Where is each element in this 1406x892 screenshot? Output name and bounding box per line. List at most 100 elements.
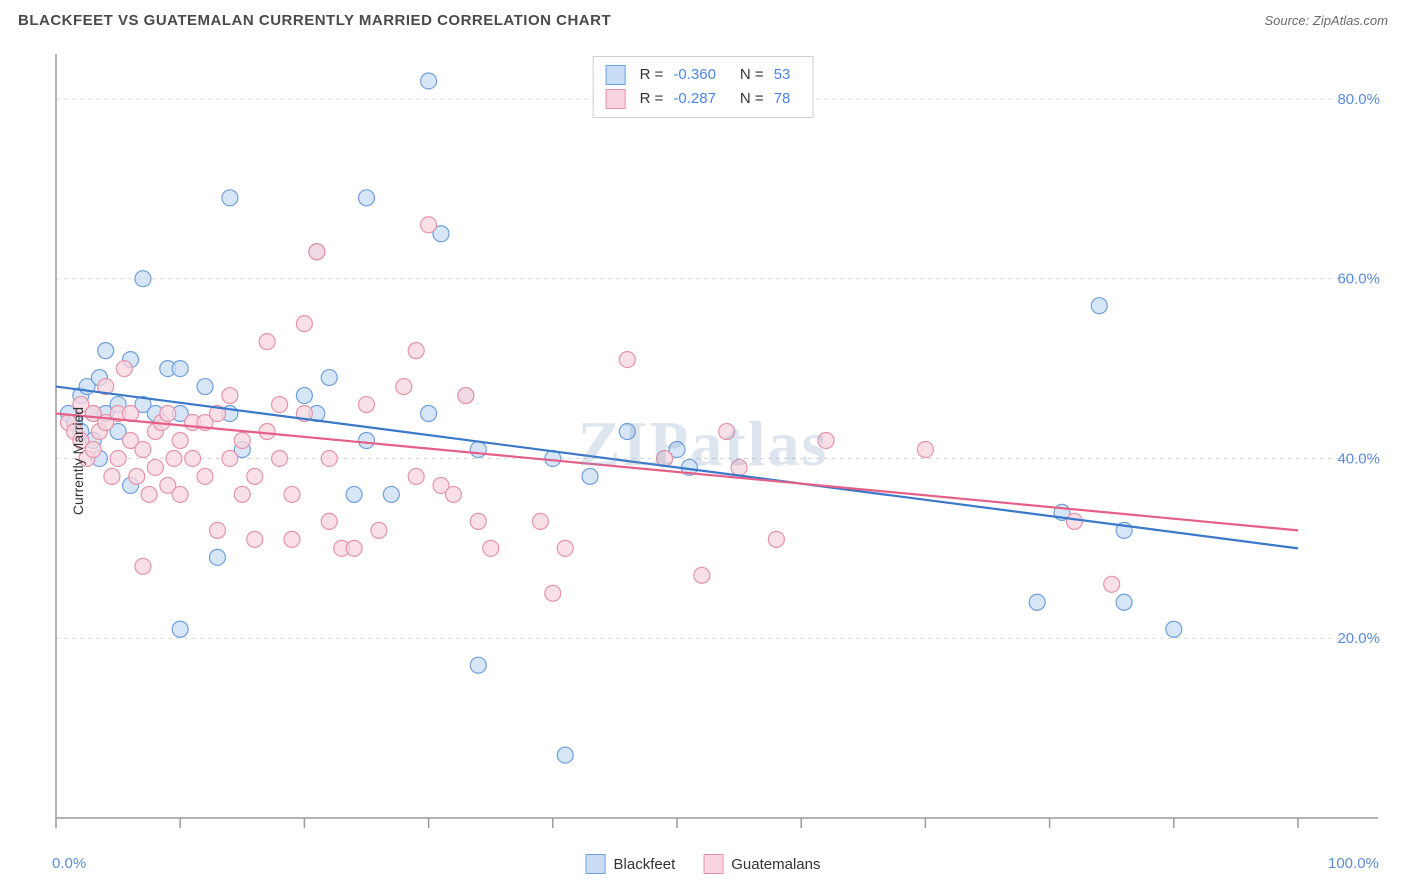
data-point [209, 522, 225, 538]
chart-title: BLACKFEET VS GUATEMALAN CURRENTLY MARRIE… [18, 12, 611, 29]
data-point [129, 468, 145, 484]
series-legend: Blackfeet Guatemalans [586, 854, 821, 874]
legend-swatch [703, 854, 723, 874]
data-point [247, 468, 263, 484]
data-point [110, 450, 126, 466]
scatter-plot: 20.0%40.0%60.0%80.0% [18, 48, 1388, 874]
data-point [284, 531, 300, 547]
data-point [421, 217, 437, 233]
data-point [731, 459, 747, 475]
data-point [359, 397, 375, 413]
data-point [408, 468, 424, 484]
legend-stat-value: 53 [774, 63, 791, 87]
legend-stat-value: -0.360 [673, 63, 716, 87]
data-point [272, 450, 288, 466]
data-point [296, 316, 312, 332]
data-point [166, 450, 182, 466]
legend-swatch [606, 89, 626, 109]
legend-label: Blackfeet [614, 856, 676, 873]
data-point [421, 73, 437, 89]
data-point [209, 549, 225, 565]
legend-stat-label: R = [640, 87, 664, 111]
data-point [1116, 594, 1132, 610]
data-point [470, 513, 486, 529]
data-point [222, 388, 238, 404]
data-point [147, 459, 163, 475]
data-point [234, 432, 250, 448]
data-point [141, 486, 157, 502]
data-point [359, 432, 375, 448]
legend-item: Guatemalans [703, 854, 820, 874]
regression-line [56, 414, 1298, 531]
data-point [371, 522, 387, 538]
data-point [247, 531, 263, 547]
data-point [619, 424, 635, 440]
legend-item: Blackfeet [586, 854, 676, 874]
data-point [532, 513, 548, 529]
data-point [359, 190, 375, 206]
data-point [185, 450, 201, 466]
data-point [272, 397, 288, 413]
data-point [172, 486, 188, 502]
legend-stat-label: R = [640, 63, 664, 87]
x-axis-max-label: 100.0% [1328, 855, 1379, 872]
data-point [619, 352, 635, 368]
data-point [172, 621, 188, 637]
data-point [582, 468, 598, 484]
data-point [160, 406, 176, 422]
data-point [98, 343, 114, 359]
data-point [321, 450, 337, 466]
data-point [408, 343, 424, 359]
data-point [557, 540, 573, 556]
legend-swatch [606, 65, 626, 85]
data-point [321, 513, 337, 529]
data-point [483, 540, 499, 556]
data-point [259, 334, 275, 350]
data-point [1104, 576, 1120, 592]
y-axis-label: Currently Married [70, 407, 86, 515]
correlation-legend: R = -0.360 N = 53 R = -0.287 N = 78 [593, 56, 814, 118]
x-axis-min-label: 0.0% [52, 855, 86, 872]
data-point [135, 441, 151, 457]
legend-row: R = -0.360 N = 53 [606, 63, 801, 87]
data-point [296, 388, 312, 404]
data-point [421, 406, 437, 422]
regression-line [56, 387, 1298, 549]
data-point [135, 271, 151, 287]
data-point [197, 379, 213, 395]
chart-source: Source: ZipAtlas.com [1264, 13, 1388, 28]
data-point [445, 486, 461, 502]
data-point [557, 747, 573, 763]
y-tick-label: 80.0% [1337, 91, 1380, 108]
data-point [135, 558, 151, 574]
data-point [1166, 621, 1182, 637]
data-point [321, 370, 337, 386]
data-point [222, 190, 238, 206]
legend-stat-value: 78 [774, 87, 791, 111]
data-point [346, 486, 362, 502]
data-point [222, 450, 238, 466]
data-point [545, 585, 561, 601]
data-point [768, 531, 784, 547]
data-point [719, 424, 735, 440]
y-tick-label: 40.0% [1337, 450, 1380, 467]
legend-stat-label: N = [740, 63, 764, 87]
legend-row: R = -0.287 N = 78 [606, 87, 801, 111]
data-point [396, 379, 412, 395]
data-point [234, 486, 250, 502]
y-tick-label: 60.0% [1337, 271, 1380, 288]
data-point [1066, 513, 1082, 529]
legend-stat-value: -0.287 [673, 87, 716, 111]
data-point [284, 486, 300, 502]
legend-stat-label: N = [740, 87, 764, 111]
data-point [917, 441, 933, 457]
legend-label: Guatemalans [731, 856, 820, 873]
data-point [458, 388, 474, 404]
data-point [172, 432, 188, 448]
data-point [197, 468, 213, 484]
data-point [818, 432, 834, 448]
data-point [172, 361, 188, 377]
data-point [259, 424, 275, 440]
data-point [346, 540, 362, 556]
data-point [383, 486, 399, 502]
